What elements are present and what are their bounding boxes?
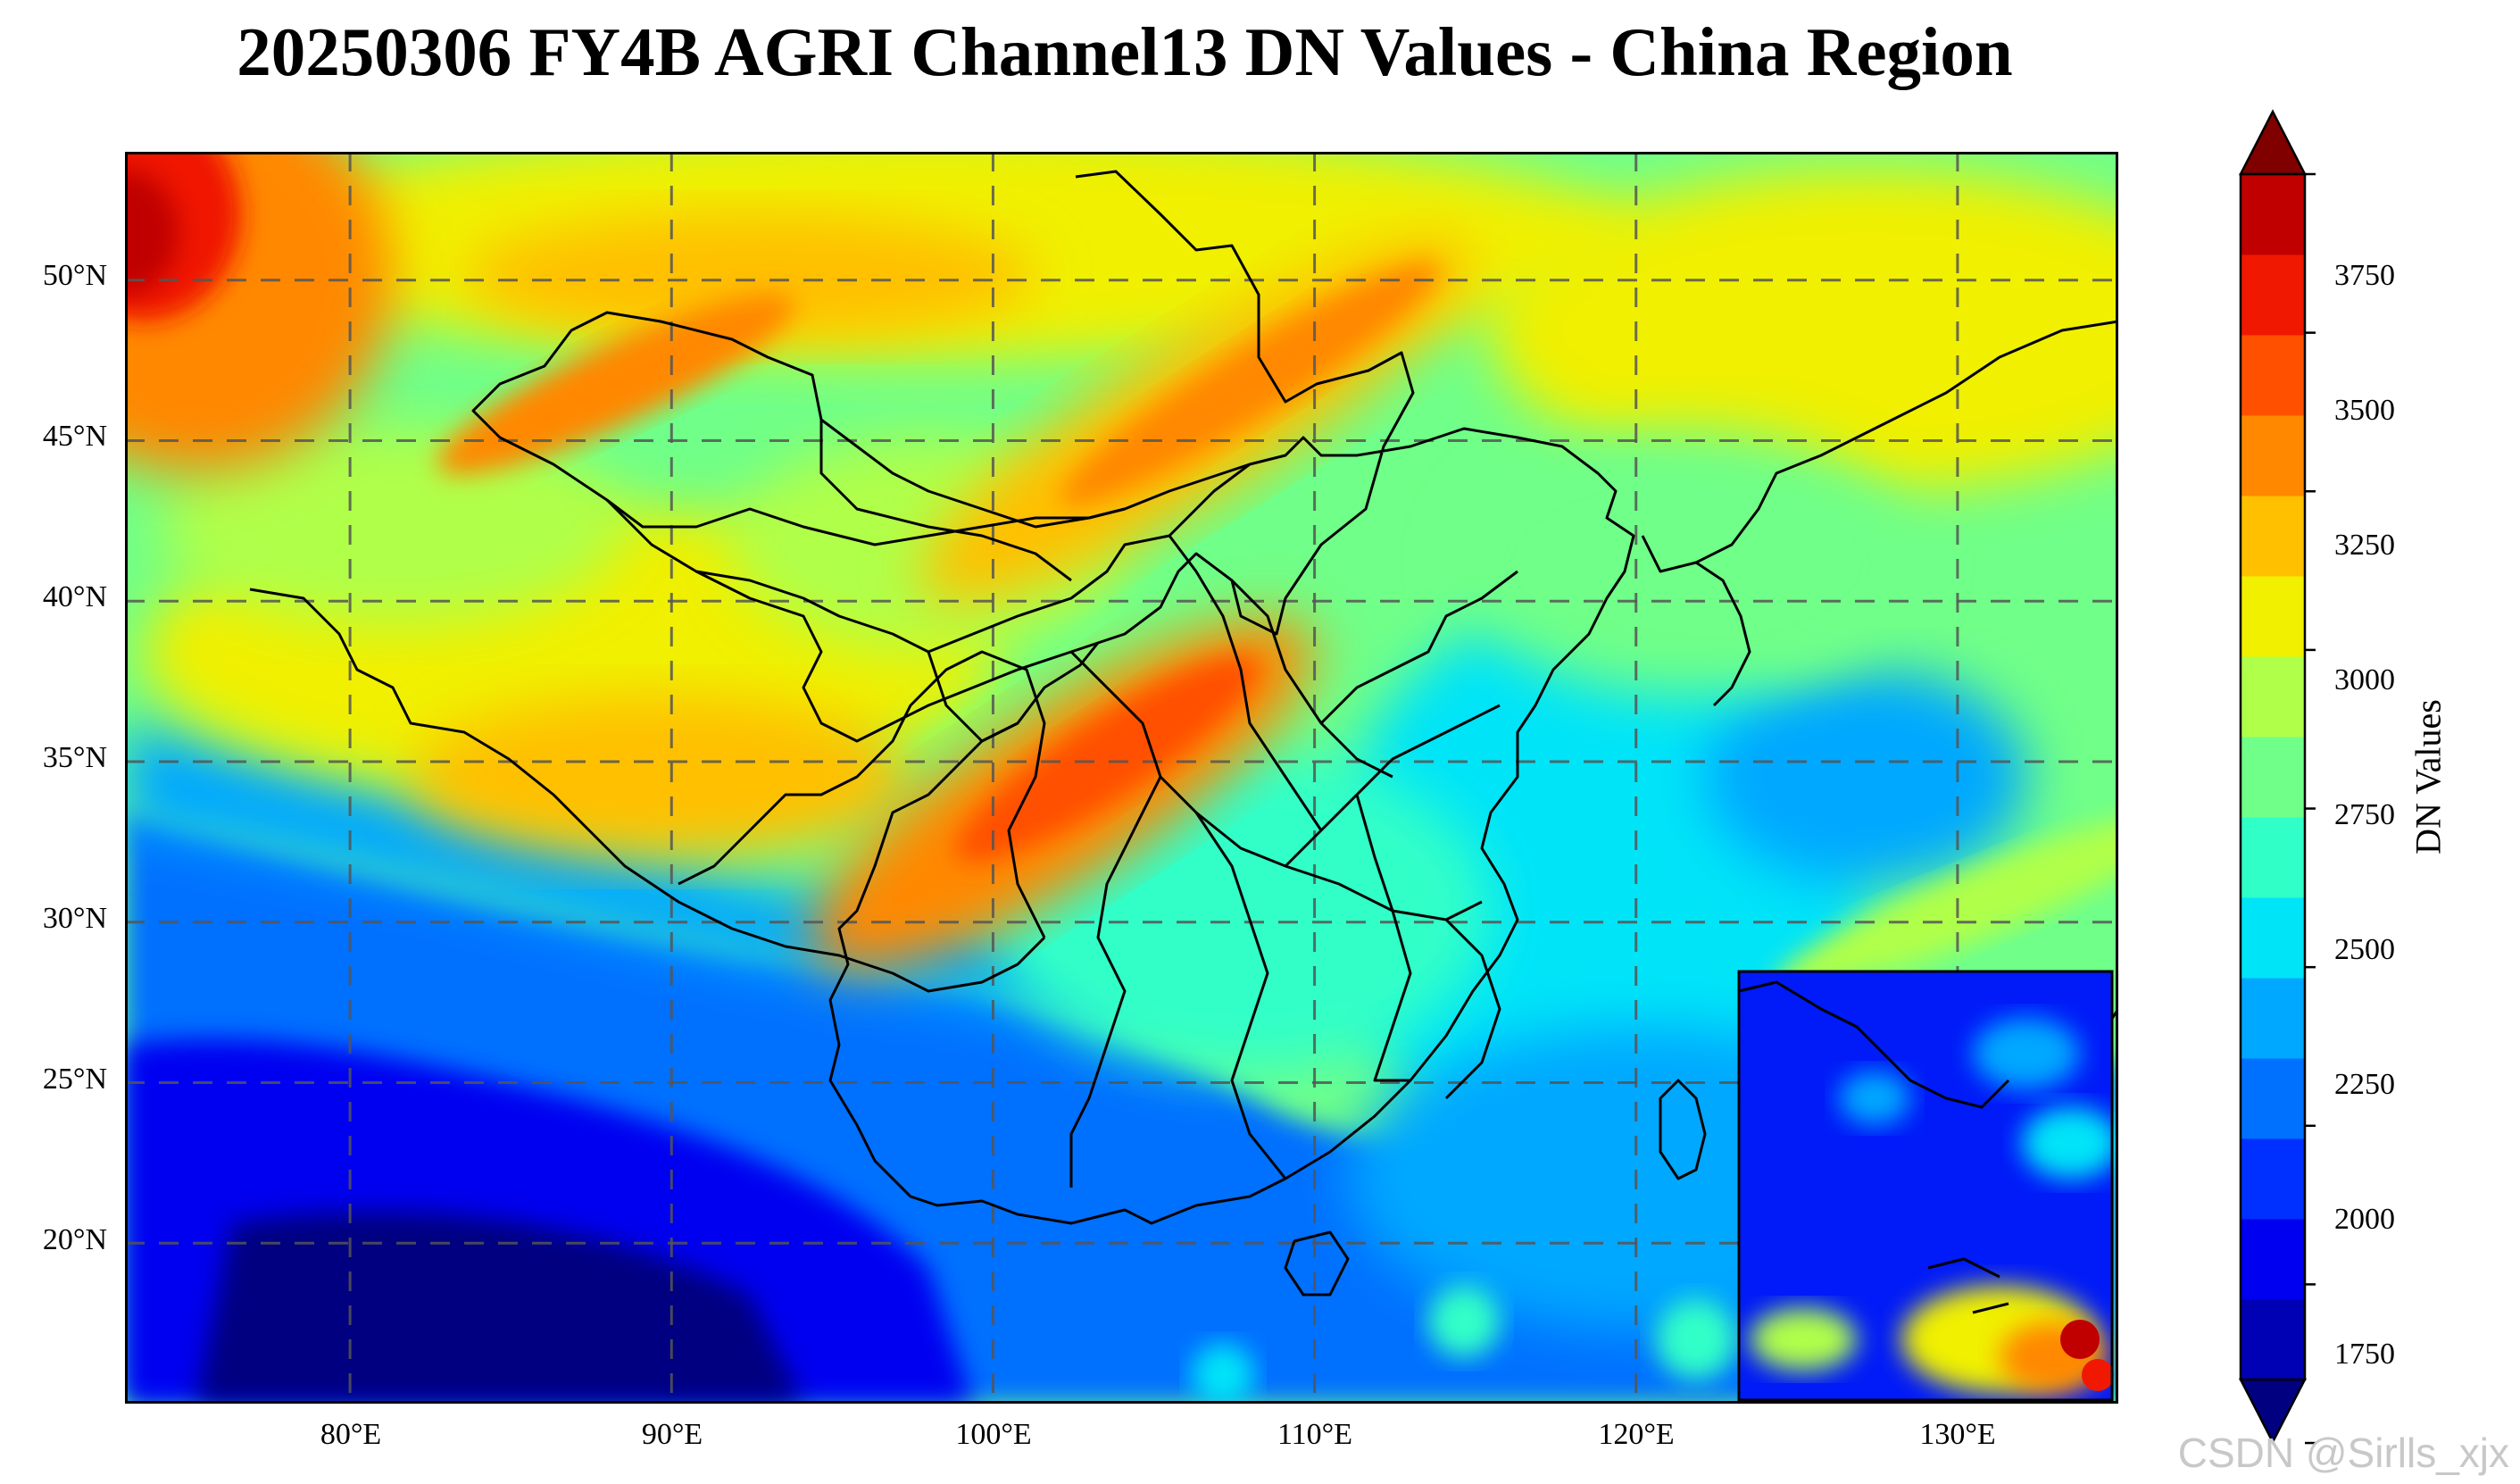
field-navy	[196, 1211, 803, 1404]
y-tick-label: 20°N	[42, 1223, 107, 1256]
colorbar-tick-label: 2000	[2334, 1203, 2395, 1236]
colorbar-tick-label: 2250	[2334, 1068, 2395, 1101]
south-china-sea-inset	[1737, 970, 2118, 1402]
colorbar-band	[2241, 817, 2305, 898]
colorbar-band	[2241, 1138, 2305, 1220]
colorbar-tick-label: 3000	[2334, 663, 2395, 696]
inset-cloud	[2022, 1107, 2118, 1179]
field-cloud-cell	[1192, 1344, 1254, 1404]
x-tick-label: 120°E	[1598, 1418, 1675, 1451]
hainan-coast	[1284, 1230, 1350, 1296]
field-cloud-cell	[1428, 1286, 1500, 1357]
internal-border	[695, 570, 1099, 743]
internal-border	[1168, 535, 1323, 831]
field-northeast-yellow	[1491, 170, 2118, 491]
internal-border	[678, 650, 1046, 938]
field-cloud-cell	[1656, 1299, 1736, 1380]
field-nw-darkred	[125, 170, 179, 295]
colorbar-tick-label: 2750	[2334, 798, 2395, 831]
x-tick-label: 130°E	[1919, 1418, 1996, 1451]
china-border	[828, 170, 1635, 1225]
colorbar-band	[2241, 1058, 2305, 1139]
colorbar-tick-label: 3750	[2334, 259, 2395, 292]
colorbar-band	[2241, 174, 2305, 255]
colorbar-tick-label: 3250	[2334, 529, 2395, 562]
internal-border	[1444, 918, 1501, 1100]
colorbar-tick-label: 3500	[2334, 394, 2395, 427]
x-tick-label: 110°E	[1277, 1418, 1353, 1451]
colorbar-band	[2241, 496, 2305, 577]
colorbar-band	[2241, 335, 2305, 416]
inset-cloud	[1973, 1018, 2080, 1089]
field-pacific-front	[1774, 812, 2118, 992]
x-tick-label: 90°E	[641, 1418, 703, 1451]
colorbar-label: DN Values	[2408, 699, 2449, 855]
y-tick-label: 25°N	[42, 1063, 107, 1096]
colorbar-tick-label: 2500	[2334, 933, 2395, 966]
tibet-border	[249, 588, 1046, 993]
internal-border	[1069, 650, 1483, 921]
y-tick-label: 45°N	[42, 420, 107, 453]
colorbar-extend-high	[2238, 109, 2308, 176]
inset-storm-core	[2082, 1359, 2114, 1391]
y-tick-label: 40°N	[42, 580, 107, 613]
inset-coastline	[1738, 980, 2010, 1109]
field-west-green	[161, 429, 625, 625]
inset-islands	[1927, 1257, 2009, 1314]
field-east-sea-blue	[1705, 670, 2026, 884]
field-dzungaria-band	[437, 293, 795, 475]
x-tick-label: 80°E	[320, 1418, 382, 1451]
y-tick-label: 30°N	[42, 902, 107, 935]
internal-border	[1319, 570, 1518, 725]
colorbar-outline	[2239, 172, 2307, 1381]
korea-peninsula	[1695, 561, 1751, 707]
watermark: CSDN @Sirlls_xjx	[2177, 1430, 2509, 1476]
inset-storm	[1750, 1308, 1857, 1371]
y-tick-label: 50°N	[42, 259, 107, 292]
colorbar-band	[2241, 897, 2305, 979]
colorbar-band	[2241, 254, 2305, 336]
inset-storm-core	[2060, 1320, 2100, 1359]
boundary-lines	[249, 170, 2118, 1296]
colorbar-band	[2241, 737, 2305, 818]
field-north-green	[1455, 429, 1919, 696]
internal-border	[1194, 812, 1287, 1180]
colorbar-band	[2241, 1219, 2305, 1300]
internal-border	[927, 651, 1019, 743]
colorbar	[2238, 109, 2316, 1445]
field-top-orange	[464, 214, 1035, 339]
internal-border	[819, 420, 1072, 582]
internal-border	[1230, 579, 1393, 779]
colorbar-band	[2241, 576, 2305, 657]
china-border-west	[471, 311, 1126, 654]
colorbar-band	[2241, 656, 2305, 738]
inset-cloud	[1839, 1071, 1910, 1125]
map-plot-area	[125, 152, 2118, 1404]
field-ridge-red	[955, 655, 1259, 863]
colorbar-band	[2241, 1299, 2305, 1380]
field-plateau-orange	[411, 696, 911, 857]
colorbar-tick-label: 1750	[2334, 1338, 2395, 1371]
dn-heatmap	[125, 152, 2118, 1404]
colorbar-band	[2241, 415, 2305, 496]
chart-title: 20250306 FY4B AGRI Channel13 DN Values -…	[237, 13, 2013, 90]
internal-border	[1069, 776, 1162, 1188]
x-tick-label: 100°E	[955, 1418, 1032, 1451]
mongolia-border	[606, 463, 1251, 546]
colorbar-band	[2241, 978, 2305, 1059]
taiwan-coast	[1659, 1079, 1707, 1180]
colorbar-bands	[2238, 109, 2316, 1445]
y-tick-label: 35°N	[42, 741, 107, 774]
graticule	[125, 152, 2118, 1404]
internal-border	[1355, 794, 1412, 1082]
field-mongolia-band-core	[1059, 262, 1441, 506]
